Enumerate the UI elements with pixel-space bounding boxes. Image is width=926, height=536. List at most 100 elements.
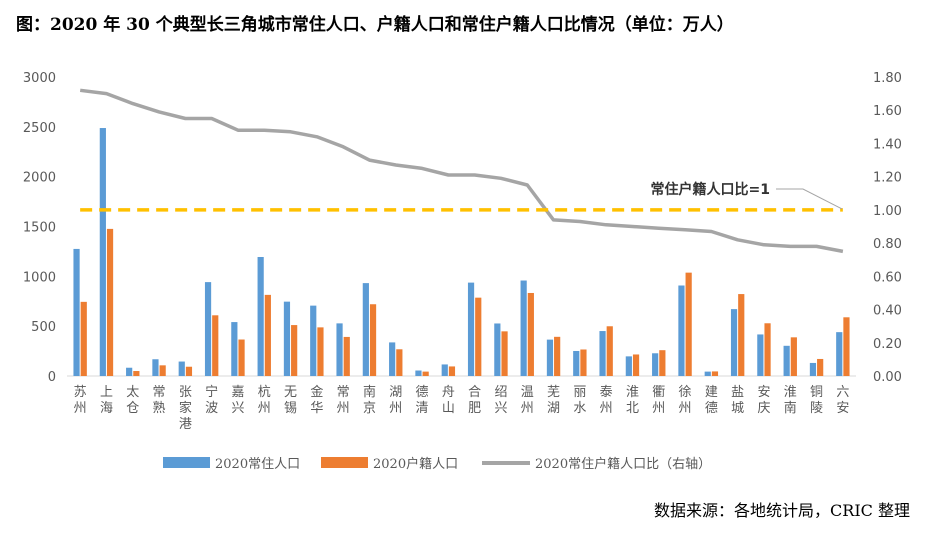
bar-resident: [783, 345, 790, 376]
bar-resident: [757, 334, 764, 376]
category-label: 徐州: [679, 385, 692, 416]
chart: 0 500 1000 1500 2000 2500 3000 0.00 0.20 0.40 0.60…: [23, 71, 902, 472]
legend-swatch-registered: [321, 457, 368, 468]
category-label: 杭州: [258, 385, 271, 416]
bar-registered: [475, 297, 482, 376]
bar-resident: [836, 332, 843, 376]
category-label: 上海: [100, 385, 113, 416]
y-right-tick-label: 0.60: [873, 270, 902, 285]
bar-registered: [133, 371, 140, 376]
bar-registered: [817, 358, 824, 376]
bar-registered: [185, 366, 193, 376]
category-label: 宁波: [205, 384, 218, 416]
bar-registered: [501, 331, 508, 376]
bar-registered: [422, 371, 429, 376]
bar-registered: [343, 336, 350, 376]
bar-resident: [126, 367, 133, 376]
legend-label-resident: 2020常住人口: [215, 457, 300, 472]
bar-resident: [730, 309, 738, 376]
y-right-tick-label: 0.40: [873, 304, 902, 319]
chart-title: 图：2020 年 30 个典型长三角城市常住人口、户籍人口和常住户籍人口比情况（…: [16, 15, 734, 35]
y-left-tick-label: 1000: [23, 270, 56, 285]
bar-resident: [415, 370, 422, 376]
y-left-tick-label: 0: [48, 370, 56, 385]
bar-registered: [659, 350, 666, 376]
category-label: 泰州: [600, 385, 613, 416]
category-label: 常熟: [153, 385, 166, 416]
category-label: 合肥: [468, 385, 481, 416]
bar-registered: [264, 294, 271, 376]
bar-resident: [73, 248, 80, 376]
bar-registered: [764, 323, 771, 376]
bar-registered: [738, 294, 745, 376]
bar-resident: [678, 285, 685, 376]
category-label: 绍兴: [494, 385, 507, 416]
legend-swatch-resident: [163, 457, 210, 468]
category-label: 苏州: [74, 384, 87, 416]
bar-resident: [231, 322, 238, 376]
category-label: 德清: [416, 385, 429, 416]
bar-registered: [212, 315, 219, 376]
bar-resident: [362, 283, 369, 376]
bar-registered: [448, 366, 456, 376]
legend-label-registered: 2020户籍人口: [373, 456, 458, 472]
ratio-line: [79, 88, 844, 254]
y-left-tick-label: 2000: [23, 171, 56, 186]
bar-resident: [652, 353, 659, 376]
bar-resident: [389, 342, 396, 376]
data-source: 数据来源：各地统计局，CRIC 整理: [654, 501, 910, 520]
bar-registered: [843, 317, 850, 376]
bar-resident: [99, 128, 106, 376]
category-label: 淮南: [784, 385, 797, 416]
bar-resident: [467, 282, 475, 376]
y-left-tick-label: 3000: [23, 71, 56, 86]
bar-registered: [238, 339, 245, 376]
y-left-tick-label: 500: [31, 320, 56, 335]
category-label: 建德: [705, 385, 718, 416]
bar-registered: [685, 272, 692, 376]
bar-resident: [546, 339, 554, 376]
bar-registered: [159, 365, 166, 376]
category-label: 温州: [521, 385, 534, 416]
category-label: 张家港: [179, 385, 192, 432]
bar-resident: [257, 256, 264, 376]
bar-registered: [291, 325, 298, 376]
category-label: 舟山: [442, 385, 455, 416]
bar-registered: [369, 304, 377, 376]
bar-resident: [520, 280, 527, 376]
category-label: 淮北: [626, 385, 639, 416]
bar-resident: [441, 364, 448, 376]
category-label: 太仓: [126, 385, 139, 416]
bar-resident: [178, 361, 185, 376]
bar-resident: [494, 323, 501, 376]
bar-resident: [204, 282, 212, 376]
y-right-tick-label: 1.60: [873, 104, 902, 119]
bar-registered: [606, 326, 613, 376]
y-right-tick-label: 0.00: [873, 370, 902, 385]
bar-registered: [554, 336, 561, 376]
y-right-tick-label: 0.20: [873, 337, 902, 352]
bar-resident: [336, 323, 343, 376]
y-right-tick-label: 1.00: [873, 204, 902, 219]
bar-registered: [711, 371, 719, 376]
bar-resident: [704, 371, 711, 376]
category-label: 衢州: [652, 385, 665, 416]
y-right-tick-label: 1.20: [873, 171, 902, 186]
category-label: 湖州: [389, 385, 402, 416]
bar-resident: [283, 301, 291, 376]
category-label: 金华: [310, 384, 323, 416]
y-left-tick-label: 1500: [23, 221, 56, 236]
category-label: 丽水: [573, 385, 586, 416]
legend-label-ratio: 2020常住户籍人口比（右轴）: [535, 456, 711, 472]
y-right-tick-label: 0.80: [873, 237, 902, 252]
bar-resident: [599, 331, 606, 376]
category-label: 盐城: [731, 385, 744, 416]
bar-registered: [790, 337, 797, 376]
category-label: 南京: [363, 384, 376, 416]
bar-resident: [625, 356, 632, 376]
category-label: 铜陵: [810, 385, 823, 416]
bar-registered: [80, 301, 87, 376]
bar-resident: [310, 305, 317, 376]
bar-resident: [573, 350, 580, 376]
bar-registered: [632, 354, 640, 376]
